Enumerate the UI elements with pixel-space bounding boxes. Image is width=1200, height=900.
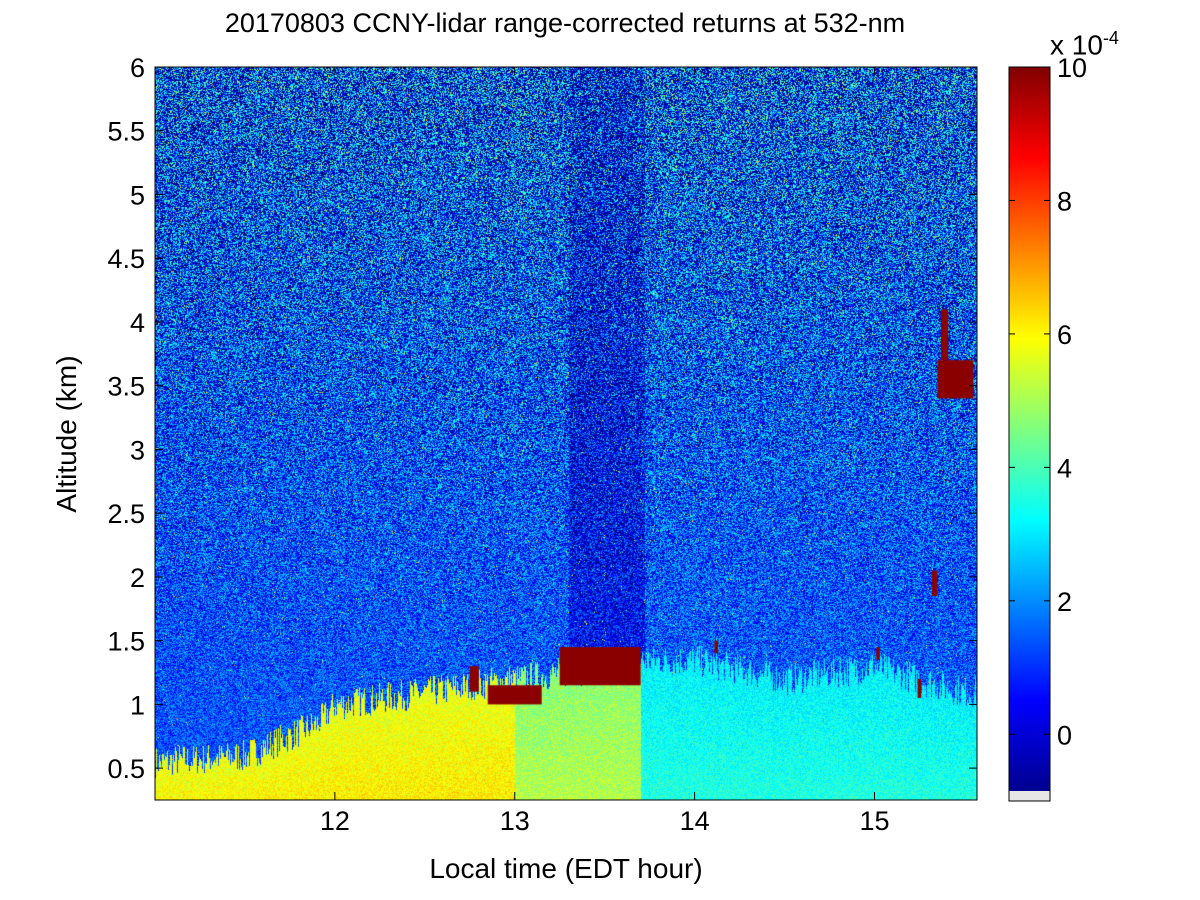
y-tick-label: 1 — [130, 690, 145, 720]
chart-title: 20170803 CCNY-lidar range-corrected retu… — [224, 8, 906, 38]
y-tick-label: 3 — [130, 435, 145, 465]
x-axis-label: Local time (EDT hour) — [429, 853, 703, 884]
x-tick-label: 14 — [680, 806, 710, 836]
heatmap-plot — [155, 67, 977, 800]
colorbar-exponent-base: x 10 — [1050, 29, 1103, 61]
y-tick-label: 1.5 — [107, 627, 145, 657]
colorbar-tick-label: 8 — [1057, 186, 1072, 216]
colorbar-axis: 0 2 4 6 8 10 — [1009, 53, 1087, 750]
y-tick-label: 5.5 — [107, 117, 145, 147]
colorbar-tick-label: 0 — [1057, 720, 1072, 750]
colorbar-tick-label: 2 — [1057, 587, 1072, 617]
y-tick-label: 4.5 — [107, 244, 145, 274]
y-tick-label: 4 — [130, 308, 145, 338]
colorbar — [1009, 67, 1050, 791]
y-tick-label: 6 — [130, 53, 145, 83]
colorbar-frame — [1008, 66, 1051, 802]
y-axis-label: Altitude (km) — [51, 355, 82, 513]
x-tick-label: 12 — [320, 806, 350, 836]
y-axis: 0.5 1 1.5 2 2.5 3 3.5 4 4.5 5 5.5 6 — [107, 53, 977, 784]
plot-area — [154, 66, 978, 801]
colorbar-exponent-power: -4 — [1102, 28, 1119, 48]
x-tick-label: 13 — [500, 806, 530, 836]
x-tick-label: 15 — [859, 806, 889, 836]
colorbar-underflow — [1009, 791, 1050, 801]
colorbar-tick-label: 4 — [1057, 453, 1072, 483]
y-tick-label: 3.5 — [107, 372, 145, 402]
y-tick-label: 2.5 — [107, 499, 145, 529]
y-tick-label: 0.5 — [107, 754, 145, 784]
y-tick-label: 5 — [130, 180, 145, 210]
x-axis: 12 13 14 15 — [320, 67, 889, 836]
y-tick-label: 2 — [130, 563, 145, 593]
heatmap-image — [155, 67, 977, 800]
colorbar-tick-label: 6 — [1057, 320, 1072, 350]
colorbar-tick-label: 10 — [1057, 53, 1087, 83]
colorbar-exponent: x 10-4 — [1050, 28, 1119, 61]
